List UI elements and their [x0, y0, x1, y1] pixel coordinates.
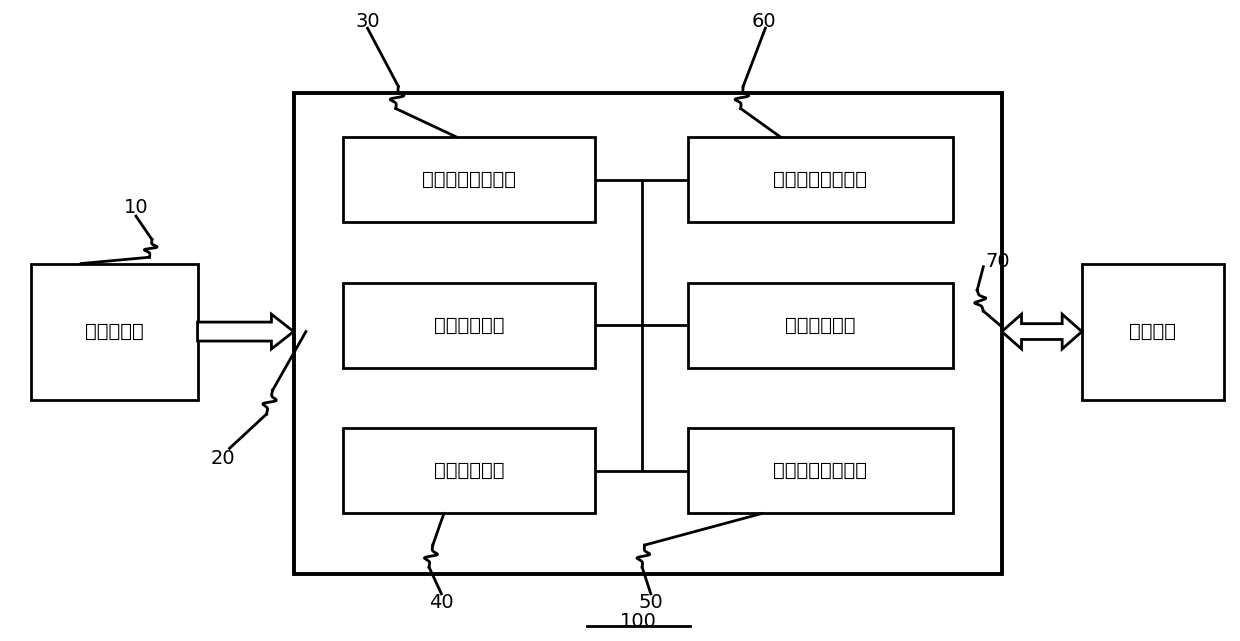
Bar [31, 263, 197, 399]
Text: 10: 10 [124, 198, 149, 217]
Bar [688, 428, 952, 513]
Bar [688, 137, 952, 222]
Text: 终端设备: 终端设备 [1130, 322, 1177, 341]
Polygon shape [197, 314, 294, 349]
Text: 70: 70 [986, 252, 1011, 271]
Text: 100: 100 [620, 612, 657, 631]
Text: 数据处理模块: 数据处理模块 [434, 462, 505, 480]
Text: 60: 60 [751, 12, 776, 31]
Polygon shape [1002, 314, 1081, 349]
Bar [688, 283, 952, 368]
Bar [343, 137, 595, 222]
Text: 数据检测模块: 数据检测模块 [434, 316, 505, 335]
Text: 30: 30 [355, 12, 379, 31]
Bar [294, 93, 1002, 574]
Text: 数据汇总分析模块: 数据汇总分析模块 [774, 171, 867, 189]
Bar [343, 283, 595, 368]
Text: 40: 40 [429, 592, 454, 612]
Text: 数据报警模块: 数据报警模块 [785, 316, 856, 335]
Text: 数据外部相连模块: 数据外部相连模块 [422, 171, 516, 189]
Text: 20: 20 [211, 449, 236, 468]
Bar [1081, 263, 1224, 399]
Text: 监控客户端: 监控客户端 [86, 322, 144, 341]
Bar [343, 428, 595, 513]
Text: 数据策略规则模块: 数据策略规则模块 [774, 462, 867, 480]
Text: 50: 50 [639, 592, 663, 612]
